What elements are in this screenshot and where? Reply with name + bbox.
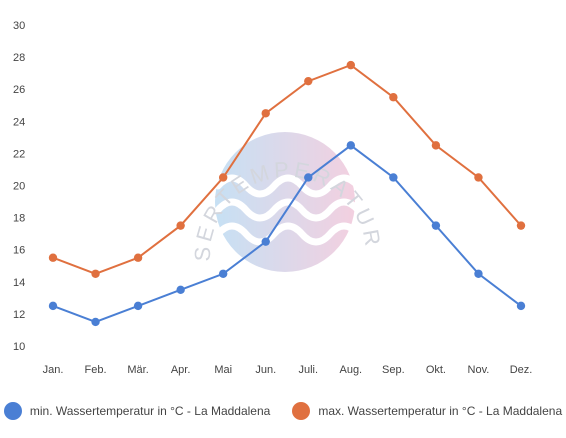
y-tick-label: 12 (13, 309, 25, 321)
watermark-wave-3 (214, 222, 362, 246)
y-tick-label: 20 (13, 181, 25, 193)
data-point[interactable] (48, 301, 58, 311)
series-line (52, 63, 522, 275)
data-point[interactable] (133, 253, 143, 262)
x-tick-label: Sep. (382, 364, 405, 376)
y-tick-label: 26 (13, 84, 25, 96)
x-tick-label: Mai (214, 364, 232, 376)
data-point[interactable] (91, 269, 100, 278)
data-point[interactable] (516, 301, 526, 311)
legend-label: min. Wassertemperatur in °C - La Maddale… (29, 404, 271, 418)
series-line (52, 144, 522, 323)
legend-item-max[interactable]: max. Wassertemperatur in °C - La Maddale… (292, 402, 562, 420)
data-point[interactable] (346, 60, 356, 70)
data-point[interactable] (261, 237, 270, 246)
series-max (48, 60, 526, 278)
y-tick-label: 14 (13, 277, 25, 289)
x-tick-label: Nov. (468, 364, 490, 376)
x-tick-label: Jan. (43, 364, 64, 376)
x-tick-label: Aug. (339, 364, 362, 376)
y-tick-label: 24 (13, 116, 25, 128)
x-tick-label: Okt. (426, 364, 446, 376)
watermark-wave-2 (214, 198, 362, 222)
data-point[interactable] (474, 269, 483, 278)
data-point[interactable] (261, 109, 270, 118)
y-tick-label: 22 (13, 148, 25, 160)
data-point[interactable] (48, 253, 58, 262)
y-tick-label: 30 (13, 20, 25, 32)
series-layer (48, 60, 526, 327)
x-tick-label: Feb. (85, 364, 107, 376)
y-axis: 10 12 14 16 18 20 22 24 26 28 30 (13, 20, 25, 353)
data-point[interactable] (218, 269, 228, 278)
y-tick-label: 10 (13, 341, 25, 353)
legend-item-min[interactable]: min. Wassertemperatur in °C - La Maddale… (3, 402, 271, 420)
x-tick-label: Jun. (255, 364, 276, 376)
x-tick-label: Apr. (171, 364, 191, 376)
watermark-wave-1 (214, 174, 362, 198)
data-point[interactable] (176, 285, 185, 295)
data-point[interactable] (474, 173, 483, 182)
y-tick-label: 18 (13, 213, 25, 225)
data-point[interactable] (431, 141, 441, 150)
x-tick-label: Mär. (127, 364, 148, 376)
y-tick-label: 16 (13, 245, 25, 257)
data-point[interactable] (516, 221, 526, 230)
x-tick-label: Dez. (510, 364, 533, 376)
y-tick-label: 28 (13, 52, 25, 64)
data-point[interactable] (431, 221, 441, 230)
data-point[interactable] (389, 93, 398, 102)
legend-label: max. Wassertemperatur in °C - La Maddale… (318, 404, 563, 418)
data-point[interactable] (91, 317, 100, 327)
data-point[interactable] (133, 301, 143, 311)
data-point[interactable] (304, 76, 313, 86)
x-tick-label: Juli. (298, 364, 318, 376)
x-axis: Jan. Feb. Mär. Apr. Mai Jun. Juli. Aug. Sep. Okt.… (43, 364, 533, 376)
series-min (48, 141, 526, 327)
watermark-logo: WASSERTEMPERATUR.ORG (0, 0, 382, 272)
legend-marker (292, 402, 311, 420)
data-point[interactable] (346, 141, 356, 150)
legend-marker (3, 402, 22, 420)
data-point[interactable] (389, 173, 398, 182)
data-point[interactable] (304, 173, 313, 182)
data-point[interactable] (176, 221, 185, 230)
data-point[interactable] (218, 173, 228, 182)
legend: min. Wassertemperatur in °C - La Maddale… (0, 396, 566, 426)
